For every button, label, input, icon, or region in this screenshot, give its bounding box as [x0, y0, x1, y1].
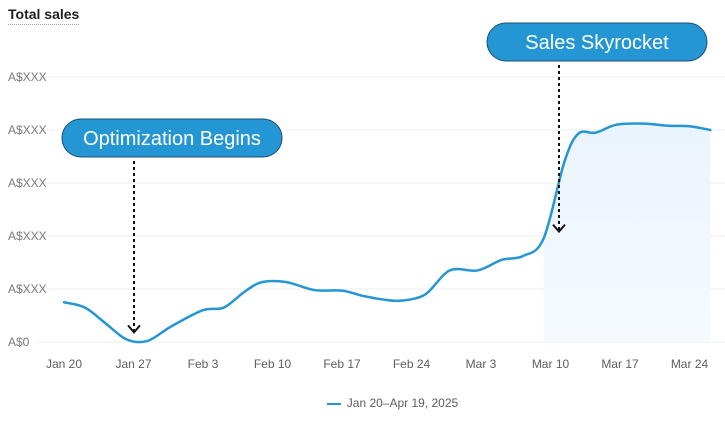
y-tick-label: A$XXX [8, 229, 47, 243]
x-tick-label: Jan 27 [115, 357, 151, 371]
y-tick-label: A$XXX [8, 282, 47, 296]
annotation-callout: Optimization Begins [61, 118, 283, 334]
annotation-text: Optimization Begins [83, 128, 261, 150]
annotation-box [61, 118, 283, 158]
y-tick-label: A$0 [8, 335, 30, 349]
annotation-arrowhead [552, 223, 566, 234]
y-tick-label: A$XXX [8, 123, 47, 137]
annotation-callout: Sales Skyrocket [486, 22, 708, 234]
legend-swatch [326, 402, 341, 405]
series-area [543, 123, 711, 342]
x-tick-label: Feb 3 [188, 357, 219, 371]
y-tick-label: A$XXX [8, 176, 47, 190]
x-tick-label: Feb 10 [254, 357, 292, 371]
y-axis-labels: A$0 A$XXX A$XXX A$XXX A$XXX A$XXX [8, 70, 47, 349]
annotations-layer: Optimization Begins Sales Skyrocket [61, 22, 708, 334]
annotation-text: Sales Skyrocket [525, 32, 669, 54]
annotation-arrowhead [127, 324, 141, 334]
x-axis-labels: Jan 20 Jan 27 Feb 3 Feb 10 Feb 17 Feb 24 Mar 3… [46, 357, 709, 371]
x-tick-label: Jan 20 [46, 357, 82, 371]
chart-title: Total sales [8, 6, 80, 25]
legend-label: Jan 20–Apr 19, 2025 [346, 396, 459, 410]
x-tick-label: Mar 24 [671, 357, 709, 371]
series-layer [62, 122, 712, 344]
x-tick-label: Mar 10 [532, 357, 570, 371]
y-tick-label: A$XXX [8, 70, 47, 84]
x-tick-label: Feb 17 [323, 357, 361, 371]
x-tick-label: Feb 24 [393, 357, 431, 371]
series-line[interactable] [62, 122, 712, 344]
x-tick-label: Mar 3 [466, 357, 497, 371]
x-tick-label: Mar 17 [601, 357, 639, 371]
annotation-box [486, 22, 708, 62]
legend[interactable]: Jan 20–Apr 19, 2025 [0, 396, 725, 410]
